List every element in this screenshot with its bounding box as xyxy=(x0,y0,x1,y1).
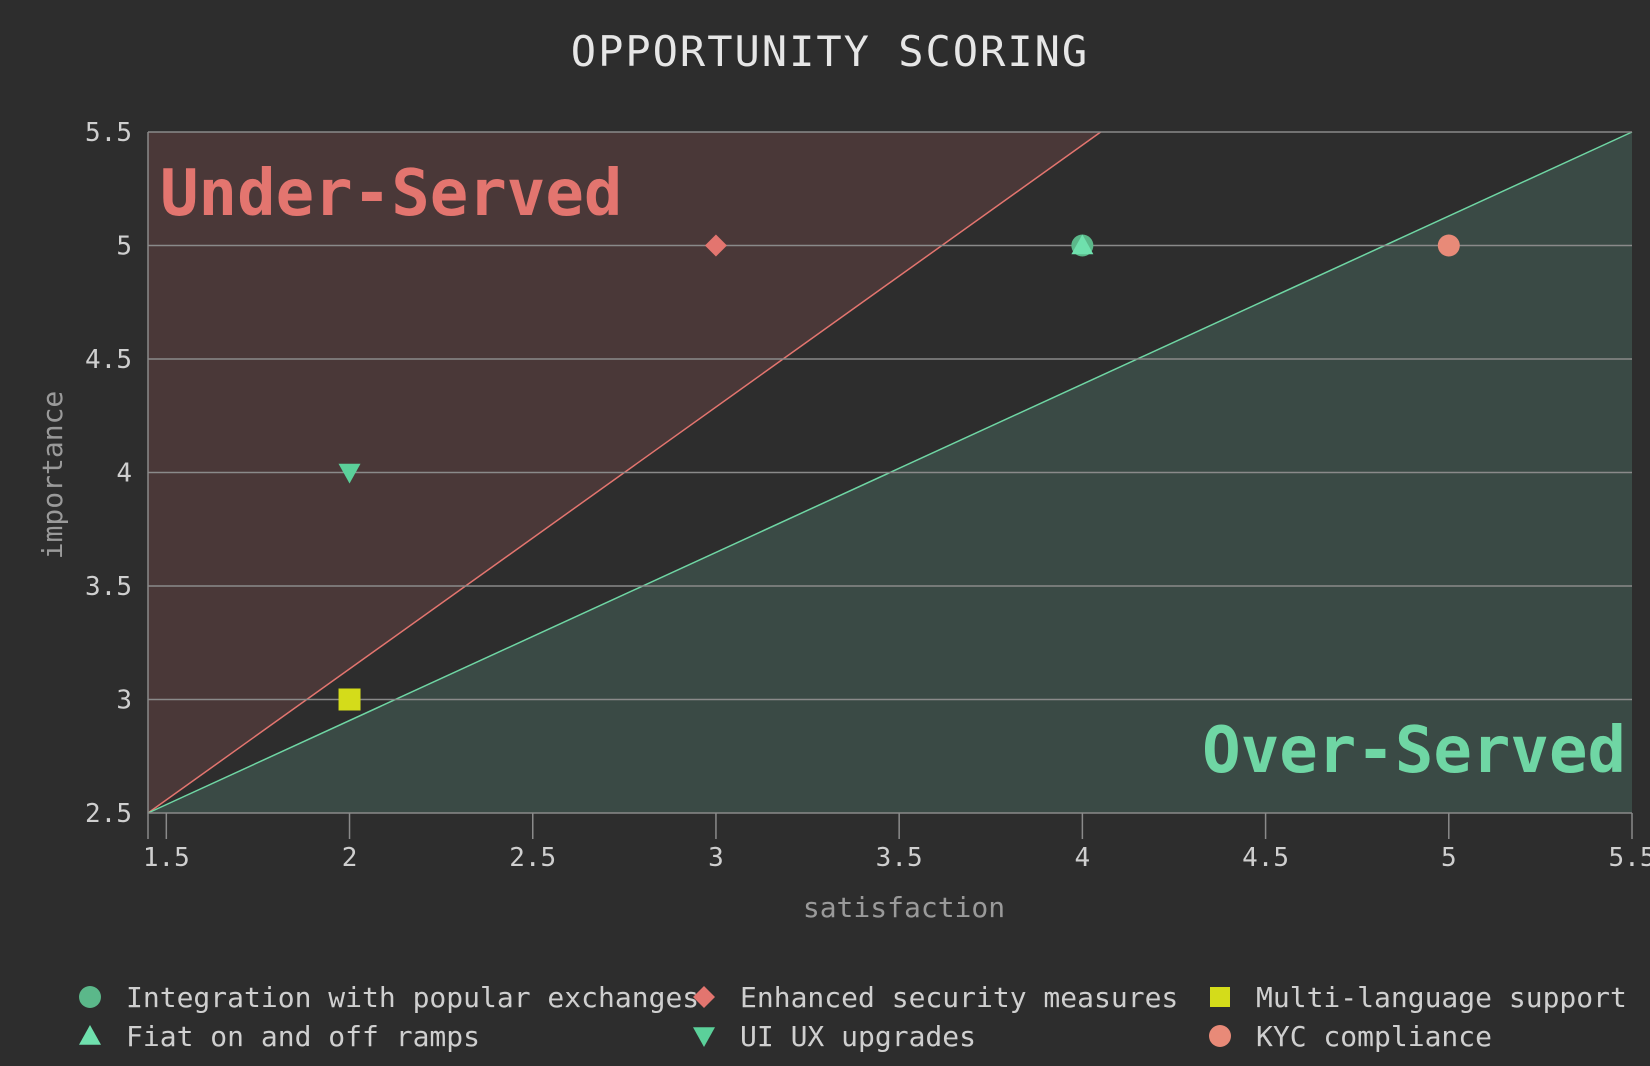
chart-title: OPPORTUNITY SCORING xyxy=(571,27,1089,76)
data-points xyxy=(338,234,1460,711)
legend-marker xyxy=(693,986,715,1008)
y-tick-label: 5 xyxy=(116,232,132,262)
under-served-label: Under-Served xyxy=(160,157,622,231)
y-axis-ticks: 5.5 5 4.5 4 3.5 3 2.5 xyxy=(85,118,132,829)
legend-marker xyxy=(1209,1025,1231,1047)
grid xyxy=(147,131,1633,839)
legend-item: KYC compliance xyxy=(1209,1020,1492,1053)
legend-label: Integration with popular exchanges xyxy=(126,981,699,1014)
y-tick-label: 4.5 xyxy=(85,345,132,375)
x-tick-label: 4.5 xyxy=(1242,843,1289,873)
data-point xyxy=(338,688,361,711)
y-axis-label: importance xyxy=(36,391,69,560)
x-axis-ticks: 1.5 2 2.5 3 3.5 4 4.5 5 5.5 xyxy=(143,843,1650,873)
data-point xyxy=(338,463,361,484)
legend-marker xyxy=(79,986,101,1008)
x-tick-label: 2 xyxy=(342,843,358,873)
legend-item: Multi-language support xyxy=(1210,981,1627,1014)
legend-marker xyxy=(1210,987,1230,1007)
x-tick-label: 2.5 xyxy=(509,843,556,873)
legend-label: Fiat on and off ramps xyxy=(126,1020,480,1053)
y-tick-label: 4 xyxy=(116,459,132,489)
legend-item: Enhanced security measures xyxy=(693,981,1178,1014)
zone-labels: Under-Served Over-Served xyxy=(160,157,1626,788)
x-tick-label: 5.5 xyxy=(1609,843,1650,873)
legend-label: KYC compliance xyxy=(1256,1020,1492,1053)
legend-label: Enhanced security measures xyxy=(740,981,1178,1014)
x-tick-label: 4 xyxy=(1075,843,1091,873)
legend-marker xyxy=(79,1025,101,1045)
x-tick-label: 1.5 xyxy=(143,843,190,873)
x-tick-label: 3.5 xyxy=(876,843,923,873)
data-point xyxy=(1071,234,1094,255)
y-tick-label: 3 xyxy=(116,686,132,716)
y-tick-label: 5.5 xyxy=(85,118,132,148)
x-tick-label: 5 xyxy=(1441,843,1457,873)
legend-item: Integration with popular exchanges xyxy=(79,981,699,1014)
x-tick-label: 3 xyxy=(708,843,724,873)
data-point xyxy=(1437,234,1460,257)
y-tick-label: 3.5 xyxy=(85,572,132,602)
over-served-label: Over-Served xyxy=(1202,714,1626,788)
data-point xyxy=(704,234,727,257)
legend-item: UI UX upgrades xyxy=(693,1020,976,1053)
x-axis-label: satisfaction xyxy=(803,891,1005,924)
legend-marker xyxy=(693,1027,715,1047)
legend-label: Multi-language support xyxy=(1256,981,1627,1014)
y-tick-label: 2.5 xyxy=(85,799,132,829)
legend-label: UI UX upgrades xyxy=(740,1020,976,1053)
legend-item: Fiat on and off ramps xyxy=(79,1020,480,1053)
legend: Integration with popular exchanges Enhanc… xyxy=(79,981,1627,1053)
